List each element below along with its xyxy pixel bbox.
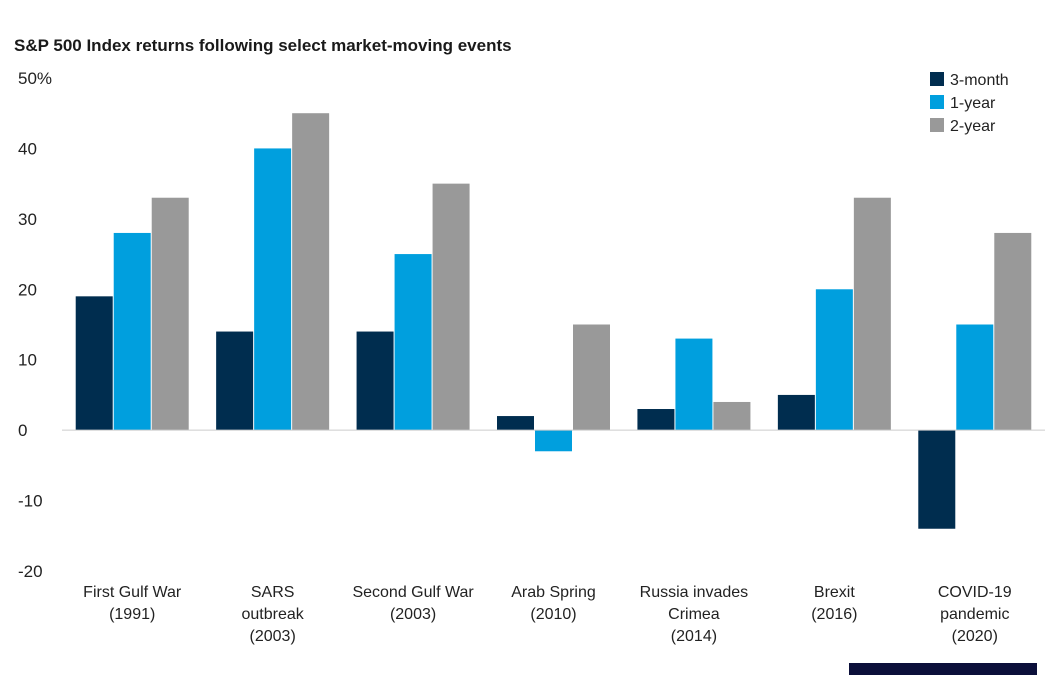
y-tick-label: 10 [18,351,37,370]
bars [75,113,1032,529]
y-tick-label: -20 [18,562,43,581]
legend: 3-month 1-year 2-year [930,72,1009,135]
legend-swatch [930,118,944,132]
bar-1-year [956,324,994,431]
bar-3-month [497,416,534,431]
category-label: (1991) [109,606,155,623]
category-label: (2010) [530,606,576,623]
chart-title: S&P 500 Index returns following select m… [14,36,512,55]
y-axis-ticks: 50% 40 30 20 10 0 -10 -20 [18,69,52,581]
bar-1-year [113,232,151,431]
y-tick-label: 30 [18,210,37,229]
category-label: (2003) [250,628,296,645]
legend-label: 1-year [950,95,996,112]
category-label: SARS [251,584,295,601]
category-label: pandemic [940,606,1009,623]
bar-3-month [356,331,394,431]
y-tick-label: 20 [18,280,37,299]
bar-2-year [713,401,751,431]
y-tick-label: -10 [18,492,43,511]
bar-2-year [573,324,610,431]
category-label: (2020) [952,628,998,645]
bar-2-year [994,232,1032,431]
y-tick-label: 40 [18,139,37,158]
bar-3-month [918,430,956,529]
legend-label: 3-month [950,72,1009,89]
category-label: Russia invades [640,584,749,601]
bar-3-month [75,296,113,431]
category-label: (2014) [671,628,717,645]
legend-swatch [930,95,944,109]
category-label: (2003) [390,606,436,623]
footer-bar [849,663,1037,675]
y-tick-label: 0 [18,421,27,440]
category-label: COVID-19 [938,584,1012,601]
category-label: outbreak [242,606,305,623]
category-labels: First Gulf War (1991) SARS outbreak (2003) Se… [83,584,1012,645]
y-tick-label: 50% [18,69,52,88]
bar-1-year [815,289,853,431]
bar-3-month [637,409,675,431]
category-label: Crimea [668,606,720,623]
category-label: Second Gulf War [352,584,474,601]
bar-2-year [292,113,330,431]
category-label: Brexit [814,584,855,601]
bar-1-year [394,254,432,431]
bar-3-month [777,394,815,431]
legend-label: 2-year [950,118,996,135]
bar-1-year [535,430,572,452]
legend-swatch [930,72,944,86]
bar-2-year [432,183,470,431]
category-label: (2016) [811,606,857,623]
bar-2-year [151,197,189,431]
bar-1-year [675,338,713,431]
bar-3-month [216,331,254,431]
category-label: First Gulf War [83,584,182,601]
category-label: Arab Spring [511,584,596,601]
bar-2-year [853,197,891,431]
bar-1-year [254,148,292,431]
